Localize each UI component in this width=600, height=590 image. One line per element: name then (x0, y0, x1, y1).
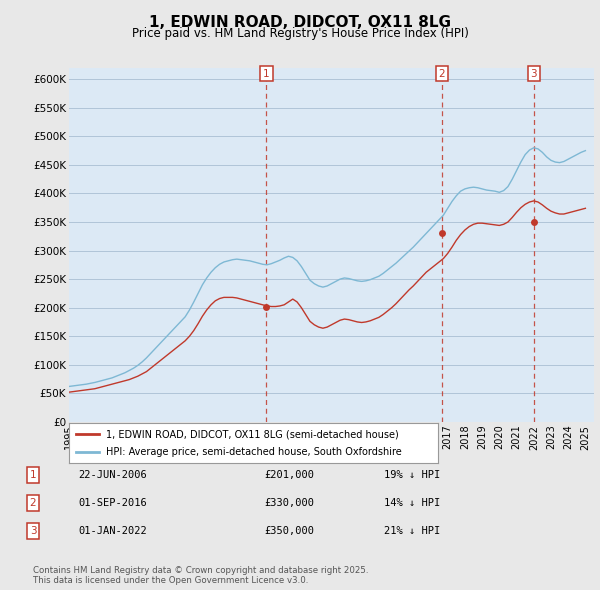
Text: Price paid vs. HM Land Registry's House Price Index (HPI): Price paid vs. HM Land Registry's House … (131, 27, 469, 40)
Text: 1: 1 (263, 68, 270, 78)
Text: 2: 2 (439, 68, 445, 78)
Text: 1, EDWIN ROAD, DIDCOT, OX11 8LG: 1, EDWIN ROAD, DIDCOT, OX11 8LG (149, 15, 451, 30)
Text: £350,000: £350,000 (264, 526, 314, 536)
Text: HPI: Average price, semi-detached house, South Oxfordshire: HPI: Average price, semi-detached house,… (106, 447, 401, 457)
Text: 01-JAN-2022: 01-JAN-2022 (78, 526, 147, 536)
Text: 22-JUN-2006: 22-JUN-2006 (78, 470, 147, 480)
Text: Contains HM Land Registry data © Crown copyright and database right 2025.
This d: Contains HM Land Registry data © Crown c… (33, 566, 368, 585)
Text: 3: 3 (29, 526, 37, 536)
Text: £330,000: £330,000 (264, 498, 314, 507)
Text: 21% ↓ HPI: 21% ↓ HPI (384, 526, 440, 536)
Text: 19% ↓ HPI: 19% ↓ HPI (384, 470, 440, 480)
Text: 01-SEP-2016: 01-SEP-2016 (78, 498, 147, 507)
Text: 1, EDWIN ROAD, DIDCOT, OX11 8LG (semi-detached house): 1, EDWIN ROAD, DIDCOT, OX11 8LG (semi-de… (106, 430, 398, 440)
Text: 2: 2 (29, 498, 37, 507)
Text: 1: 1 (29, 470, 37, 480)
Text: £201,000: £201,000 (264, 470, 314, 480)
Text: 14% ↓ HPI: 14% ↓ HPI (384, 498, 440, 507)
Text: 3: 3 (530, 68, 537, 78)
